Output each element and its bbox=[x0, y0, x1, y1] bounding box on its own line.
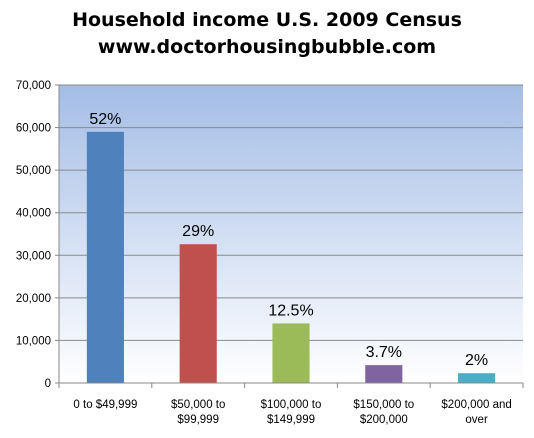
data-label: 29% bbox=[182, 223, 214, 240]
bar bbox=[86, 131, 124, 383]
x-tick-label: $100,000 to bbox=[261, 399, 322, 411]
x-tick-label: $150,000 to bbox=[353, 399, 414, 411]
x-tick-label: $99,999 bbox=[177, 414, 219, 426]
y-tick-label: 60,000 bbox=[16, 123, 51, 135]
x-tick-label: $200,000 and bbox=[441, 399, 511, 411]
y-tick-label: 50,000 bbox=[16, 165, 51, 177]
bar bbox=[272, 323, 310, 383]
chart-title: Household income U.S. 2009 Census bbox=[72, 9, 462, 31]
chart-subtitle: www.doctorhousingbubble.com bbox=[97, 36, 437, 58]
x-tick-label: over bbox=[465, 414, 488, 426]
y-tick-label: 70,000 bbox=[16, 80, 51, 92]
y-tick-label: 30,000 bbox=[16, 250, 51, 262]
x-tick-label: $200,000 bbox=[360, 414, 408, 426]
x-tick-label: 0 to $49,999 bbox=[73, 399, 137, 411]
y-tick-label: 0 bbox=[45, 378, 51, 390]
x-tick-label: $50,000 to bbox=[171, 399, 225, 411]
data-label: 12.5% bbox=[268, 302, 313, 319]
x-tick-label: $149,999 bbox=[267, 414, 315, 426]
data-label: 52% bbox=[89, 111, 121, 128]
y-tick-label: 10,000 bbox=[16, 335, 51, 347]
bar bbox=[179, 244, 217, 383]
y-tick-label: 20,000 bbox=[16, 293, 51, 305]
y-tick-label: 40,000 bbox=[16, 208, 51, 220]
data-label: 3.7% bbox=[366, 344, 402, 361]
data-label: 2% bbox=[465, 352, 488, 369]
bar bbox=[365, 365, 403, 383]
bar bbox=[458, 373, 496, 383]
